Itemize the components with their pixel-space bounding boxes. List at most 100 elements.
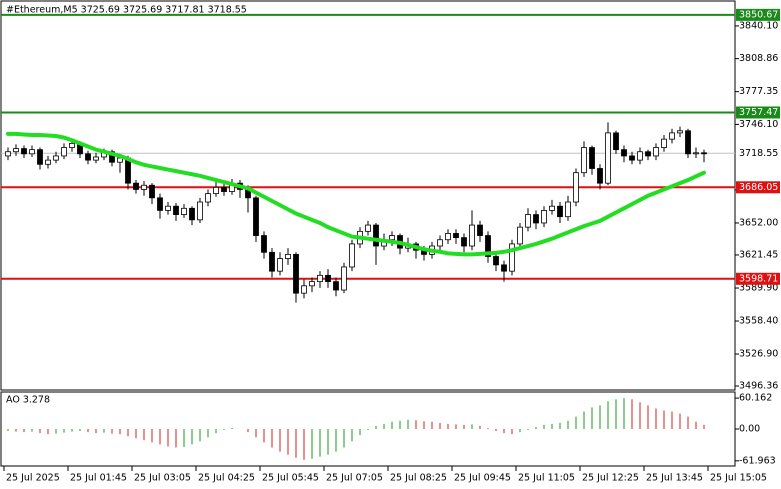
candle-body	[205, 193, 211, 203]
candle-body	[141, 184, 147, 190]
y-tick-label: 3496.36	[739, 381, 778, 392]
x-tick-label: 25 Jul 05:45	[262, 473, 319, 484]
candle-body	[557, 205, 563, 218]
price-label-box	[736, 106, 780, 119]
candle-body	[573, 172, 579, 203]
price-label: 3686.05	[739, 182, 778, 193]
candle-body	[341, 266, 347, 291]
candle-body	[61, 147, 67, 157]
x-tick-label: 25 Jul 2025	[6, 473, 60, 484]
candle-body	[445, 233, 451, 241]
candle-body	[333, 281, 339, 291]
candle-body	[581, 147, 587, 174]
candle-body	[53, 155, 59, 161]
candle-body	[269, 251, 275, 272]
candle-body	[653, 147, 659, 157]
candle-body	[685, 130, 691, 155]
candle-body	[181, 207, 187, 215]
candle-body	[605, 132, 611, 184]
candle-body	[189, 207, 195, 221]
ao-tick-label: 60.162	[739, 393, 772, 404]
x-tick-label: 25 Jul 08:25	[390, 473, 447, 484]
candle-body	[645, 151, 651, 157]
candle-body	[533, 214, 539, 224]
candle-body	[285, 253, 291, 259]
candle-body	[29, 149, 35, 155]
candle-body	[317, 274, 323, 283]
y-tick-label: 3840.10	[739, 20, 778, 31]
ao-tick-label: 0.00	[739, 424, 760, 435]
candle-body	[5, 151, 11, 157]
candle-body	[21, 148, 27, 155]
price-label-box	[736, 147, 780, 160]
candle-body	[613, 132, 619, 151]
candle-body	[669, 132, 675, 140]
candle-body	[493, 256, 499, 266]
candle-body	[165, 205, 171, 211]
candle-body	[109, 151, 115, 163]
candle-body	[541, 210, 547, 224]
candle-body	[133, 182, 139, 190]
price-label: 3757.47	[739, 107, 778, 118]
x-tick-label: 25 Jul 13:45	[646, 473, 703, 484]
x-tick-label: 25 Jul 03:05	[134, 473, 191, 484]
price-label-box	[736, 272, 780, 285]
candle-body	[349, 243, 355, 268]
candle-body	[549, 205, 555, 211]
candle-body	[621, 149, 627, 157]
candle-body	[149, 184, 155, 199]
candle-body	[13, 148, 19, 153]
ao-tick-label: -61.963	[739, 455, 776, 466]
candle-body	[85, 153, 91, 161]
candle-body	[293, 253, 299, 294]
price-label: 3850.67	[739, 9, 778, 20]
y-tick-label: 3808.86	[739, 53, 778, 64]
ao-label: AO 3.278	[6, 395, 50, 406]
x-tick-label: 25 Jul 09:45	[454, 473, 511, 484]
candle-body	[157, 197, 163, 211]
candle-body	[325, 274, 331, 283]
candle-body	[461, 237, 467, 247]
candle-body	[677, 130, 683, 134]
x-tick-label: 25 Jul 01:45	[70, 473, 127, 484]
candle-body	[437, 239, 443, 247]
candle-body	[277, 258, 283, 272]
y-tick-label: 3558.40	[739, 316, 778, 327]
y-tick-label: 3589.90	[739, 283, 778, 294]
candle-body	[389, 235, 395, 241]
y-tick-label: 3746.10	[739, 119, 778, 130]
candle-body	[469, 224, 475, 247]
candle-body	[509, 243, 515, 272]
candle-body	[525, 214, 531, 228]
y-tick-label: 3526.90	[739, 349, 778, 360]
chart-title: #Ethereum,M5 3725.69 3725.69 3717.81 371…	[6, 5, 247, 16]
candle-body	[45, 159, 51, 165]
candle-body	[693, 152, 699, 155]
candle-body	[597, 168, 603, 184]
candle-body	[253, 197, 259, 236]
candle-body	[373, 224, 379, 247]
candle-body	[517, 226, 523, 245]
price-label: 3718.55	[739, 148, 778, 159]
main-pane	[0, 0, 736, 391]
moving-average	[6, 131, 706, 257]
y-tick-label: 3777.35	[739, 86, 778, 97]
candle-body	[173, 205, 179, 215]
candle-body	[69, 142, 75, 148]
candle-body	[701, 152, 707, 155]
candle-body	[589, 147, 595, 169]
x-tick-label: 25 Jul 07:05	[326, 473, 383, 484]
candle-body	[365, 224, 371, 232]
candle-body	[301, 285, 307, 294]
x-tick-label: 25 Jul 04:25	[198, 473, 255, 484]
candle-body	[261, 235, 267, 253]
candle-body	[93, 156, 99, 161]
x-tick-label: 25 Jul 12:25	[582, 473, 639, 484]
y-tick-label: 3652.00	[739, 217, 778, 228]
price-label: 3598.71	[739, 273, 778, 284]
y-tick-label: 3621.45	[739, 249, 778, 260]
candle-body	[637, 151, 643, 161]
candle-body	[213, 186, 219, 195]
